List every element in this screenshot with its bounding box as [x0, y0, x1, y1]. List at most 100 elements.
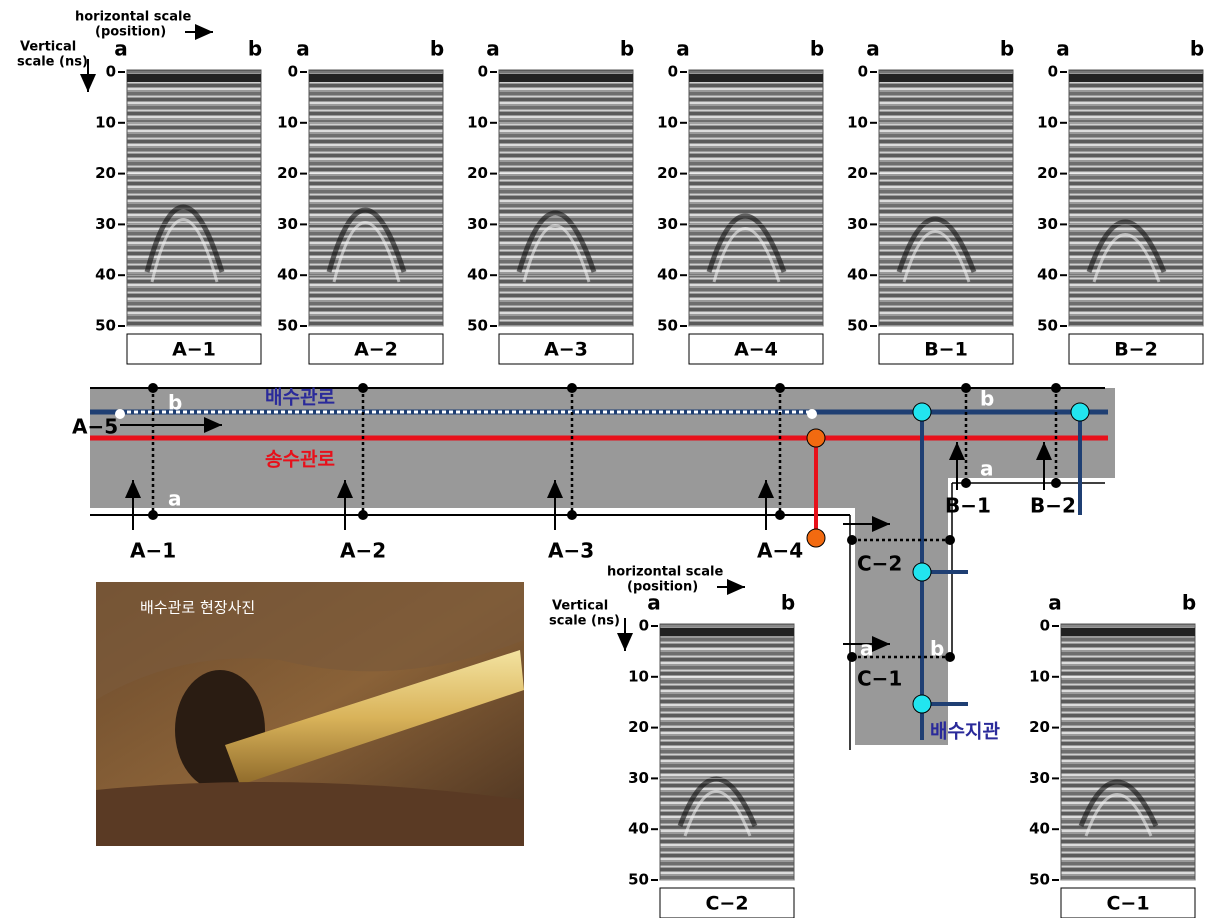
scale-label: horizontal scale — [607, 565, 723, 580]
y-tick-label: 10 — [657, 113, 678, 131]
y-tick-label: 0 — [668, 63, 678, 81]
y-tick-label: 40 — [1037, 266, 1058, 284]
y-tick-label: 40 — [467, 266, 488, 284]
scale-label: scale (ns) — [549, 614, 620, 629]
y-tick-label: 50 — [277, 317, 298, 335]
survey-point — [945, 652, 955, 662]
endpoint-label: a — [1048, 591, 1062, 615]
y-tick-label: 20 — [628, 718, 649, 736]
survey-point — [961, 383, 971, 393]
endpoint-label: b — [810, 37, 824, 61]
section-label: B−2 — [1030, 494, 1076, 518]
endpoint-label: a — [647, 591, 661, 615]
scale-label: (position) — [627, 580, 698, 595]
y-tick-label: 30 — [847, 215, 868, 233]
section-label: A−5 — [72, 415, 118, 439]
y-tick-label: 30 — [1029, 769, 1050, 787]
survey-point — [847, 535, 857, 545]
y-tick-label: 10 — [847, 113, 868, 131]
y-tick-label: 10 — [1037, 113, 1058, 131]
valve — [807, 429, 825, 447]
y-tick-label: 0 — [639, 617, 649, 635]
surface-band — [1061, 628, 1195, 636]
section-label: B−1 — [945, 494, 991, 518]
y-tick-label: 20 — [95, 164, 116, 182]
endpoint-label: a — [168, 487, 182, 511]
y-tick-label: 20 — [277, 164, 298, 182]
pipe-label: 배수지관 — [930, 721, 1000, 743]
survey-point — [847, 652, 857, 662]
endpoint-label: b — [980, 387, 994, 411]
y-tick-label: 0 — [478, 63, 488, 81]
endpoint-label: a — [114, 37, 128, 61]
y-tick-label: 10 — [277, 113, 298, 131]
section-label: C−2 — [857, 552, 902, 576]
surface-band — [689, 74, 823, 82]
radargram — [127, 70, 261, 326]
survey-point — [148, 510, 158, 520]
y-tick-label: 40 — [657, 266, 678, 284]
surface-band — [499, 74, 633, 82]
section-label: A−1 — [130, 539, 176, 563]
y-tick-label: 30 — [467, 215, 488, 233]
surface-band — [309, 74, 443, 82]
panel-label: A−4 — [734, 339, 778, 361]
survey-point — [567, 383, 577, 393]
endpoint-label: b — [1190, 37, 1204, 61]
radargram — [309, 70, 443, 326]
valve — [807, 529, 825, 547]
survey-point — [775, 510, 785, 520]
y-tick-label: 50 — [95, 317, 116, 335]
endpoint-label: b — [168, 391, 182, 415]
radargram — [879, 70, 1013, 326]
y-tick-label: 30 — [628, 769, 649, 787]
survey-point — [1051, 383, 1061, 393]
section-label: A−3 — [548, 539, 594, 563]
endpoint-label: b — [1182, 591, 1196, 615]
junction — [1071, 403, 1089, 421]
survey-point — [358, 383, 368, 393]
surface-band — [879, 74, 1013, 82]
surface-band — [660, 628, 794, 636]
section-label: C−1 — [857, 667, 902, 691]
section-label: A−4 — [757, 539, 803, 563]
y-tick-label: 40 — [847, 266, 868, 284]
radargram — [1069, 70, 1203, 326]
survey-point — [961, 478, 971, 488]
photo-caption: 배수관로 현장사진 — [140, 599, 255, 617]
y-tick-label: 50 — [1037, 317, 1058, 335]
junction — [913, 403, 931, 421]
endpoint-label: a — [486, 37, 500, 61]
scale-label: scale (ns) — [17, 55, 88, 70]
panel-label: A−1 — [172, 339, 216, 361]
endpoint-label: b — [430, 37, 444, 61]
endpoint-label: a — [676, 37, 690, 61]
panel-label: B−2 — [1114, 339, 1158, 361]
figure: 배수관로 송수관로 배수지관 A−5 배수관로 현장사진 horizontal … — [0, 0, 1221, 918]
y-tick-label: 20 — [657, 164, 678, 182]
site-photo: 배수관로 현장사진 — [96, 582, 524, 846]
panel-label: A−3 — [544, 339, 588, 361]
endpoint-label: a — [296, 37, 310, 61]
radargram — [689, 70, 823, 326]
y-tick-label: 0 — [1048, 63, 1058, 81]
panel-label: C−2 — [705, 893, 748, 915]
endpoint-label: b — [1000, 37, 1014, 61]
scale-label: Vertical — [552, 599, 608, 614]
y-tick-label: 40 — [277, 266, 298, 284]
endpoint-label: a — [980, 457, 994, 481]
y-tick-label: 10 — [467, 113, 488, 131]
scale-label: (position) — [95, 25, 166, 40]
endpoint-label: b — [930, 637, 944, 661]
pipe-label: 송수관로 — [265, 449, 335, 471]
panel-label: A−2 — [354, 339, 398, 361]
radargram — [1061, 624, 1195, 880]
surface-band — [1069, 74, 1203, 82]
y-tick-label: 10 — [1029, 667, 1050, 685]
panel-label: C−1 — [1106, 893, 1149, 915]
y-tick-label: 0 — [106, 63, 116, 81]
pipe-label: 배수관로 — [265, 387, 335, 409]
scale-label: horizontal scale — [75, 10, 191, 25]
junction — [913, 563, 931, 581]
y-tick-label: 20 — [847, 164, 868, 182]
